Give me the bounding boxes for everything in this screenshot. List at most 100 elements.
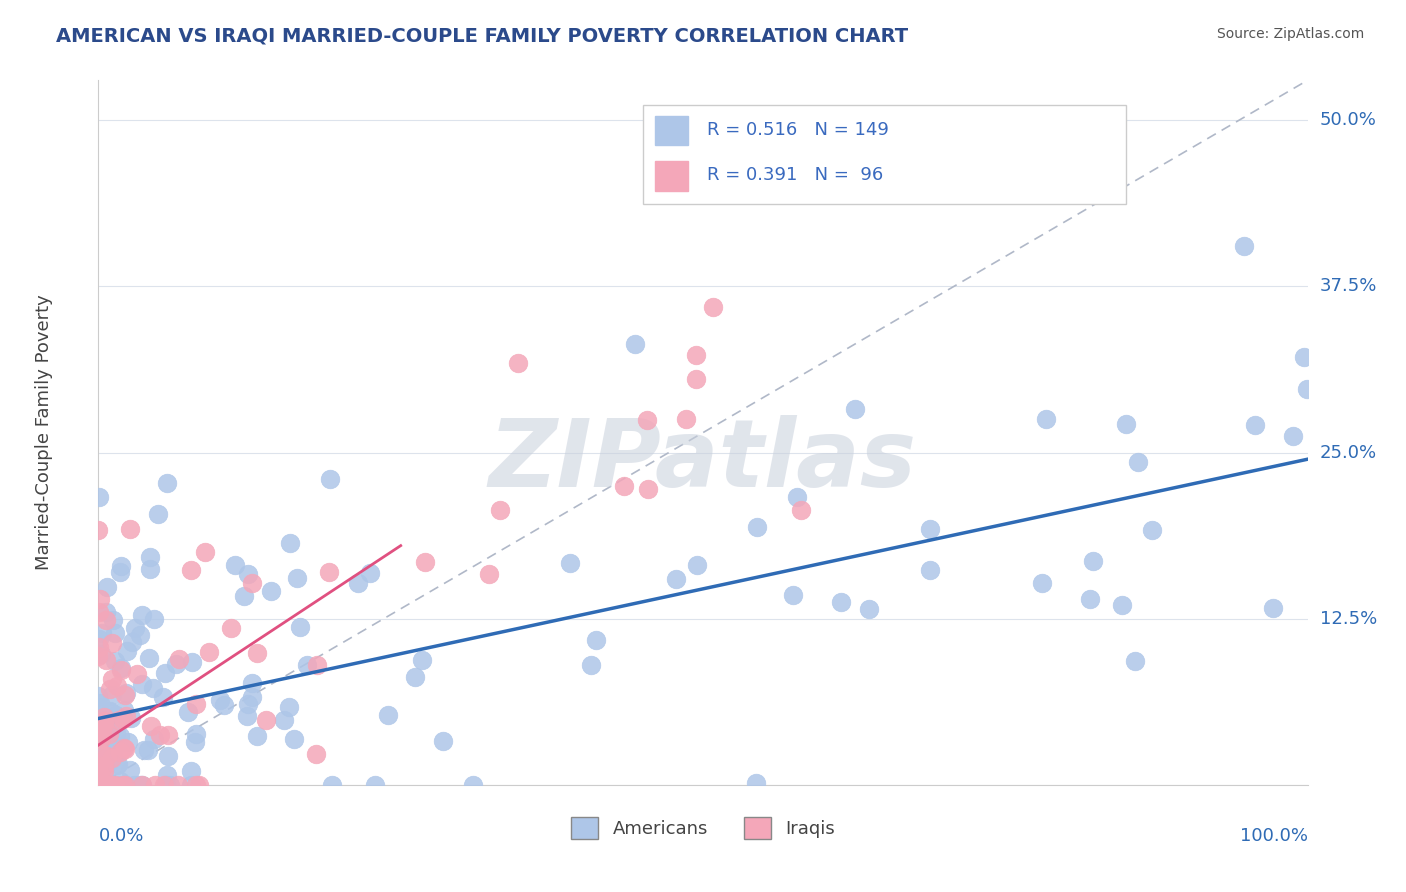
Point [124, 621, 146, 635]
Point [1035, 412, 1057, 426]
Point [104, 654, 127, 668]
Point [321, 778, 343, 792]
Point [110, 745, 132, 759]
Point [98, 778, 121, 792]
Point [149, 728, 172, 742]
Text: 12.5%: 12.5% [1320, 610, 1376, 628]
Point [87, 778, 110, 792]
Point [782, 588, 804, 602]
Point [114, 686, 136, 700]
Point [94, 778, 117, 792]
Point [920, 523, 942, 537]
Point [91, 711, 114, 725]
Point [745, 520, 768, 534]
Point [104, 778, 127, 792]
Point [90, 778, 112, 792]
Point [89, 778, 111, 792]
Text: R = 0.391   N =  96: R = 0.391 N = 96 [707, 167, 883, 185]
Point [87, 778, 110, 792]
Point [198, 645, 221, 659]
Point [319, 472, 342, 486]
Point [180, 778, 202, 792]
Point [100, 705, 122, 719]
Point [254, 713, 277, 727]
Point [101, 635, 124, 649]
Point [101, 673, 124, 687]
Point [114, 708, 136, 723]
Point [89, 778, 111, 792]
Point [91, 778, 114, 792]
Point [87, 772, 110, 786]
Point [111, 712, 134, 726]
Point [97, 736, 120, 750]
Point [138, 651, 160, 665]
Point [285, 571, 308, 585]
Point [260, 584, 283, 599]
Text: 0.0%: 0.0% [98, 827, 143, 846]
Point [89, 640, 111, 654]
Point [240, 676, 263, 690]
Point [830, 595, 852, 609]
Point [128, 778, 150, 792]
Point [129, 628, 152, 642]
Point [89, 778, 111, 792]
Point [105, 758, 128, 772]
Point [118, 522, 141, 536]
Point [1292, 350, 1315, 364]
Point [93, 714, 115, 728]
Point [89, 778, 111, 792]
Point [87, 491, 110, 505]
Point [121, 634, 143, 648]
Point [278, 536, 301, 550]
Point [110, 559, 132, 574]
Point [188, 778, 211, 792]
Point [236, 697, 259, 711]
Point [920, 563, 942, 577]
Point [283, 731, 305, 746]
Point [100, 778, 122, 792]
Point [114, 688, 136, 702]
Point [142, 612, 165, 626]
Point [560, 556, 582, 570]
Point [155, 666, 177, 681]
Point [143, 732, 166, 747]
Point [152, 778, 174, 792]
Point [98, 704, 121, 718]
Point [1111, 598, 1133, 612]
Text: R = 0.516   N = 149: R = 0.516 N = 149 [707, 120, 889, 138]
Point [1140, 524, 1163, 538]
Point [685, 371, 707, 385]
Point [745, 776, 768, 790]
Point [359, 566, 381, 581]
Point [87, 778, 110, 792]
Point [115, 778, 138, 792]
Point [305, 657, 328, 672]
Point [87, 778, 110, 792]
Point [363, 778, 385, 792]
Point [506, 356, 529, 370]
Point [93, 758, 115, 772]
Point [108, 713, 131, 727]
Point [89, 592, 111, 607]
Text: 25.0%: 25.0% [1320, 443, 1376, 461]
Point [585, 633, 607, 648]
Point [89, 721, 111, 735]
Text: ZIPatlas: ZIPatlas [489, 415, 917, 507]
Point [245, 729, 267, 743]
Point [90, 778, 112, 792]
Text: 100.0%: 100.0% [1240, 827, 1308, 846]
Point [1081, 554, 1104, 568]
Point [93, 716, 115, 731]
Point [636, 413, 658, 427]
Point [224, 558, 246, 572]
Point [1233, 239, 1256, 253]
Point [87, 778, 110, 792]
Point [90, 778, 112, 792]
Point [686, 558, 709, 573]
Point [91, 742, 114, 756]
Point [117, 644, 139, 658]
Point [98, 778, 121, 792]
Point [637, 482, 659, 496]
Point [89, 768, 111, 782]
Point [132, 743, 155, 757]
